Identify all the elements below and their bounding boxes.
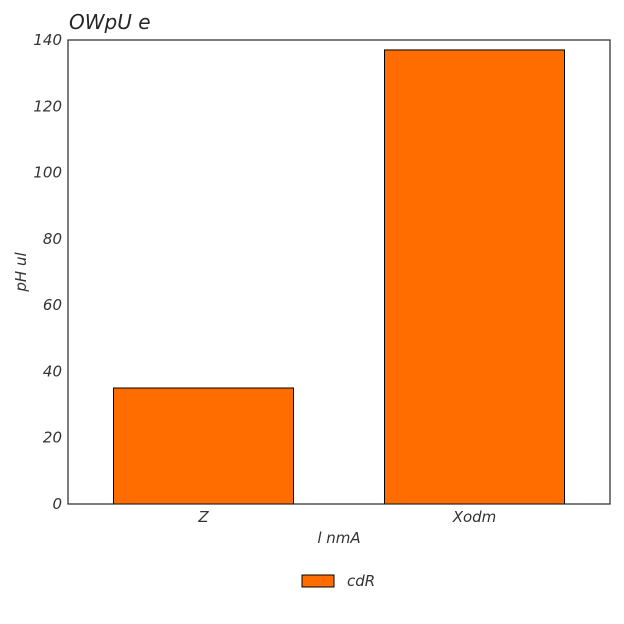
y-tick-label: 100 (33, 164, 62, 182)
y-axis-ticks: 0 20 40 60 80 100 120 140 (33, 31, 62, 513)
y-tick-label: 120 (33, 97, 62, 115)
chart-title: OWpU e (69, 10, 151, 34)
y-tick-label: 20 (43, 429, 62, 447)
bar-z (113, 387, 294, 505)
y-tick-label: 140 (33, 31, 62, 49)
y-tick-label: 40 (43, 362, 62, 380)
bars-layer (113, 49, 565, 505)
legend: cdR (301, 572, 375, 590)
y-axis-label: pH ul (12, 252, 30, 293)
x-tick-label: Z (197, 508, 209, 526)
x-axis-ticks: Z Xodm (197, 508, 496, 526)
bar-xodm (384, 49, 565, 505)
plot-area-frame (67, 39, 611, 505)
x-axis-label: l nmA (317, 529, 360, 547)
x-tick-label: Xodm (452, 508, 497, 526)
legend-label-cdR: cdR (347, 572, 375, 590)
legend-swatch (301, 574, 335, 588)
y-tick-label: 0 (52, 495, 62, 513)
y-tick-label: 80 (43, 230, 62, 248)
y-tick-label: 60 (43, 296, 62, 314)
